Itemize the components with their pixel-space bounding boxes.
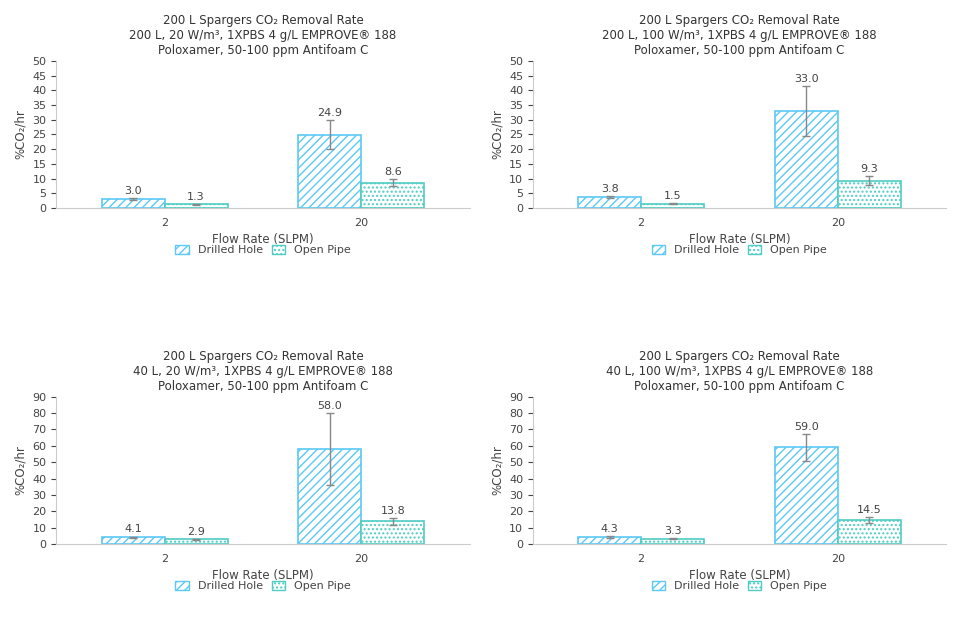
Legend: Drilled Hole, Open Pipe: Drilled Hole, Open Pipe bbox=[649, 577, 830, 594]
Bar bbox=[299, 135, 361, 208]
Bar bbox=[102, 199, 164, 208]
Y-axis label: %CO₂/hr: %CO₂/hr bbox=[491, 445, 503, 495]
X-axis label: Flow Rate (SLPM): Flow Rate (SLPM) bbox=[688, 569, 790, 582]
Bar bbox=[299, 449, 361, 544]
Bar bbox=[164, 204, 228, 208]
Text: 4.3: 4.3 bbox=[601, 524, 618, 534]
Text: 9.3: 9.3 bbox=[860, 164, 878, 174]
Bar bbox=[641, 204, 704, 208]
Text: 3.8: 3.8 bbox=[601, 183, 618, 194]
Legend: Drilled Hole, Open Pipe: Drilled Hole, Open Pipe bbox=[649, 241, 830, 259]
Y-axis label: %CO₂/hr: %CO₂/hr bbox=[13, 445, 27, 495]
Text: 8.6: 8.6 bbox=[384, 167, 401, 177]
Bar bbox=[838, 181, 900, 208]
Title: 200 L Spargers CO₂ Removal Rate
200 L, 100 W/m³, 1XPBS 4 g/L EMPROVE® 188
Poloxa: 200 L Spargers CO₂ Removal Rate 200 L, 1… bbox=[602, 14, 876, 57]
Bar bbox=[775, 447, 838, 544]
Bar bbox=[361, 183, 424, 208]
Bar bbox=[641, 538, 704, 544]
Text: 2.9: 2.9 bbox=[187, 527, 205, 536]
Text: 59.0: 59.0 bbox=[794, 422, 819, 432]
Bar bbox=[164, 539, 228, 544]
Bar bbox=[102, 537, 164, 544]
Legend: Drilled Hole, Open Pipe: Drilled Hole, Open Pipe bbox=[172, 241, 354, 259]
Bar bbox=[838, 520, 900, 544]
Bar bbox=[775, 111, 838, 208]
Bar bbox=[578, 537, 641, 544]
Bar bbox=[578, 197, 641, 208]
X-axis label: Flow Rate (SLPM): Flow Rate (SLPM) bbox=[212, 233, 314, 247]
Bar bbox=[361, 521, 424, 544]
Text: 3.0: 3.0 bbox=[124, 186, 142, 196]
Y-axis label: %CO₂/hr: %CO₂/hr bbox=[13, 110, 27, 159]
Text: 33.0: 33.0 bbox=[794, 74, 819, 83]
Title: 200 L Spargers CO₂ Removal Rate
40 L, 20 W/m³, 1XPBS 4 g/L EMPROVE® 188
Poloxame: 200 L Spargers CO₂ Removal Rate 40 L, 20… bbox=[133, 350, 393, 393]
Text: 1.5: 1.5 bbox=[663, 191, 682, 201]
Title: 200 L Spargers CO₂ Removal Rate
200 L, 20 W/m³, 1XPBS 4 g/L EMPROVE® 188
Poloxam: 200 L Spargers CO₂ Removal Rate 200 L, 2… bbox=[130, 14, 396, 57]
Legend: Drilled Hole, Open Pipe: Drilled Hole, Open Pipe bbox=[172, 577, 354, 594]
X-axis label: Flow Rate (SLPM): Flow Rate (SLPM) bbox=[212, 569, 314, 582]
Text: 4.1: 4.1 bbox=[124, 524, 142, 534]
Y-axis label: %CO₂/hr: %CO₂/hr bbox=[491, 110, 503, 159]
Text: 1.3: 1.3 bbox=[187, 192, 204, 201]
Text: 14.5: 14.5 bbox=[857, 505, 881, 515]
Text: 58.0: 58.0 bbox=[318, 401, 342, 411]
Text: 13.8: 13.8 bbox=[380, 506, 405, 516]
Text: 3.3: 3.3 bbox=[663, 526, 682, 536]
Title: 200 L Spargers CO₂ Removal Rate
40 L, 100 W/m³, 1XPBS 4 g/L EMPROVE® 188
Poloxam: 200 L Spargers CO₂ Removal Rate 40 L, 10… bbox=[606, 350, 873, 393]
Text: 24.9: 24.9 bbox=[318, 108, 343, 118]
X-axis label: Flow Rate (SLPM): Flow Rate (SLPM) bbox=[688, 233, 790, 247]
